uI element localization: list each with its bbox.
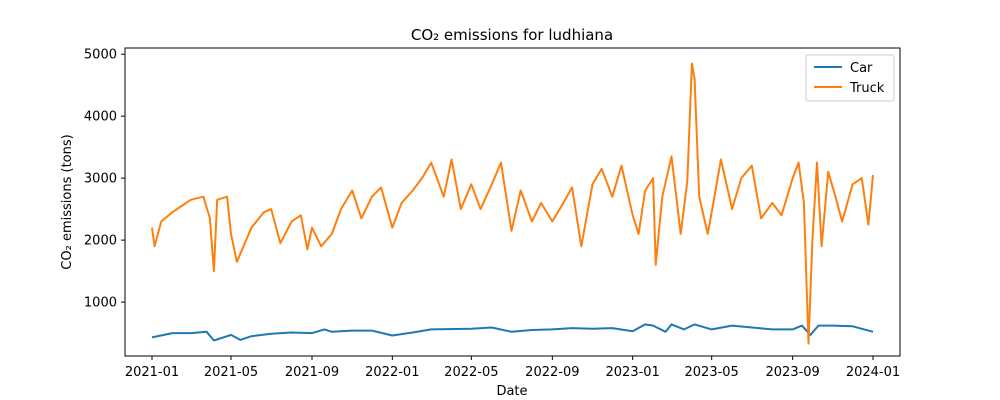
y-tick-label: 5000: [84, 48, 117, 63]
x-tick-label: 2023-05: [685, 365, 739, 380]
x-tick-label: 2023-09: [766, 365, 820, 380]
plot-frame: [124, 47, 901, 357]
x-tick-label: 2021-05: [204, 365, 258, 380]
x-axis-label: Date: [496, 384, 527, 399]
plot-area: 2021-01 2021-05 2021-09 2022-01 2022-05 2022-…: [84, 47, 901, 380]
x-tick-label: 2022-09: [525, 365, 579, 380]
x-tick-label: 2022-05: [444, 365, 498, 380]
y-tick-label: 3000: [84, 172, 117, 187]
legend-label-truck: Truck: [849, 81, 885, 96]
x-tick-label: 2022-01: [365, 365, 419, 380]
y-tick-label: 1000: [84, 296, 117, 311]
x-axis: 2021-01 2021-05 2021-09 2022-01 2022-05 2022-…: [125, 356, 900, 380]
x-tick-label: 2023-01: [606, 365, 660, 380]
series-layer: [151, 62, 874, 345]
y-tick-label: 2000: [84, 234, 117, 249]
series-line-car: [151, 323, 874, 342]
series-line-truck: [151, 62, 874, 345]
y-axis-label: CO₂ emissions (tons): [60, 134, 75, 269]
y-tick-label: 4000: [84, 110, 117, 125]
y-axis: 1000 2000 3000 4000 5000: [84, 48, 125, 311]
x-tick-label: 2021-09: [285, 365, 339, 380]
legend: Car Truck: [805, 54, 895, 102]
x-tick-label: 2021-01: [125, 365, 179, 380]
legend-label-car: Car: [850, 61, 873, 76]
chart-title: CO₂ emissions for ludhiana: [411, 26, 613, 44]
x-tick-label: 2024-01: [846, 365, 900, 380]
